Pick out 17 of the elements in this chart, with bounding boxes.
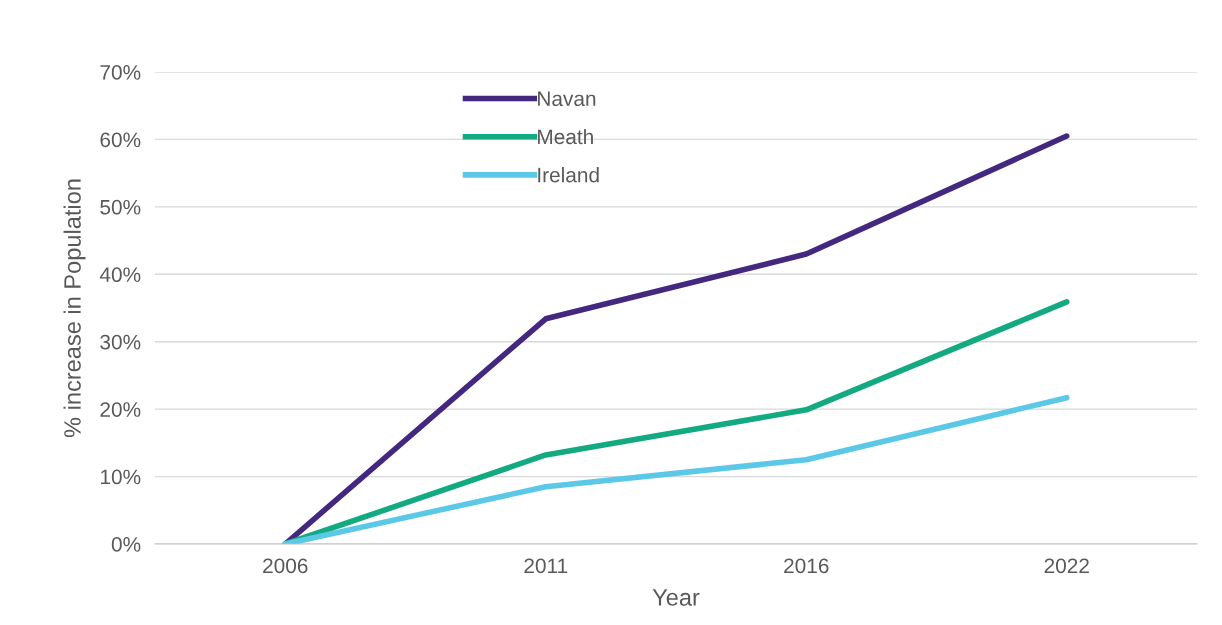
y-tick-label: 0% [111, 537, 141, 552]
y-tick-label: 40% [99, 267, 141, 283]
y-tick-label: 70% [100, 65, 141, 80]
y-tick-label: 30% [100, 334, 141, 350]
y-tick-label: 20% [100, 402, 141, 417]
x-tick-label: 2022 [1044, 558, 1089, 574]
y-axis-title: % increase in Population [63, 179, 86, 438]
legend-label: Ireland [538, 167, 599, 183]
x-tick-label: 2016 [784, 558, 829, 574]
y-tick-label: 60% [100, 132, 141, 148]
x-tick-label: 2011 [524, 558, 568, 574]
y-tick-label: 10% [101, 469, 141, 485]
x-tick-label: 2006 [263, 558, 308, 574]
x-axis-title: Year [652, 589, 700, 606]
legend-label: Meath [538, 128, 593, 145]
y-tick-label: 50% [100, 199, 141, 215]
legend-label: Navan [538, 91, 596, 107]
